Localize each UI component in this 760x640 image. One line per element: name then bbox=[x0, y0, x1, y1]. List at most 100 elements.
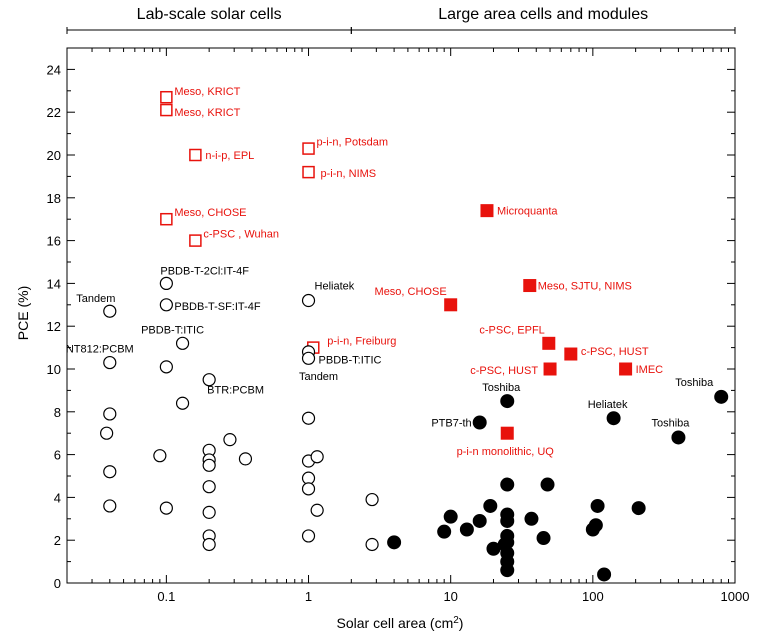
organic-lab-point bbox=[153, 449, 167, 463]
organic-module-point bbox=[387, 535, 402, 550]
annotation-label: c-PSC, HUST bbox=[470, 365, 538, 377]
y-tick-label: 12 bbox=[47, 319, 61, 334]
y-tick-label: 22 bbox=[47, 105, 61, 120]
perovskite-module-point bbox=[444, 298, 458, 312]
organic-lab-point bbox=[301, 529, 316, 543]
annotation-label: p-i-n monolithic, UQ bbox=[457, 446, 555, 458]
perovskite-lab-point bbox=[302, 142, 315, 155]
organic-module-point bbox=[500, 513, 515, 528]
organic-lab-point bbox=[202, 480, 216, 494]
annotation-label: Meso, KRICT bbox=[174, 107, 240, 119]
organic-lab-point bbox=[238, 452, 253, 466]
annotation-label: BTR:PCBM bbox=[207, 385, 264, 397]
organic-module-point bbox=[671, 430, 686, 445]
plot-frame bbox=[66, 47, 736, 584]
organic-lab-point bbox=[301, 293, 316, 308]
organic-module-point bbox=[443, 509, 458, 524]
organic-module-point bbox=[524, 511, 539, 526]
y-axis-label: PCE (%) bbox=[15, 286, 31, 340]
annotation-label: p-i-n, Freiburg bbox=[327, 336, 396, 348]
organic-module-point bbox=[597, 567, 612, 582]
y-tick-label: 16 bbox=[47, 234, 61, 249]
perovskite-module-point bbox=[480, 204, 494, 218]
organic-module-point bbox=[437, 524, 452, 539]
y-tick-label: 10 bbox=[47, 362, 61, 377]
organic-lab-point bbox=[103, 355, 117, 370]
organic-module-point bbox=[500, 477, 515, 492]
annotation-label: c-PSC , Wuhan bbox=[203, 229, 279, 241]
y-tick-label: 2 bbox=[54, 533, 61, 548]
organic-module-point bbox=[472, 513, 487, 528]
annotation-label: IMEC bbox=[636, 364, 664, 376]
annotation-label: PBDB-T:ITIC bbox=[141, 324, 204, 336]
organic-lab-point bbox=[301, 351, 316, 365]
organic-lab-point bbox=[103, 499, 117, 513]
organic-lab-point bbox=[202, 537, 216, 552]
organic-lab-point bbox=[365, 492, 379, 507]
organic-lab-point bbox=[175, 396, 190, 410]
annotation-label: Toshiba bbox=[482, 382, 521, 394]
x-tick-label: 1 bbox=[305, 589, 312, 604]
organic-module-point bbox=[606, 411, 621, 426]
organic-lab-point bbox=[202, 458, 216, 472]
annotation-label: p-i-n, NIMS bbox=[321, 168, 377, 180]
annotation-label: Tandem bbox=[299, 371, 338, 383]
annotation-label: c-PSC, HUST bbox=[581, 346, 649, 358]
organic-lab-point bbox=[103, 407, 117, 421]
x-tick-label: 1000 bbox=[721, 589, 750, 604]
y-tick-label: 6 bbox=[54, 448, 61, 463]
organic-lab-point bbox=[103, 465, 117, 479]
x-axis-ticks: 0.1 1 10 100 1000 bbox=[66, 48, 750, 604]
annotation-label: Toshiba bbox=[651, 417, 690, 429]
organic-lab-point bbox=[100, 426, 114, 440]
x-tick-label: 0.1 bbox=[157, 589, 175, 604]
organic-module-point bbox=[588, 518, 603, 533]
organic-module-point bbox=[500, 563, 515, 578]
annotation-label: Toshiba bbox=[675, 377, 714, 389]
region-label: Lab-scale solar cells bbox=[137, 6, 282, 23]
perovskite-module-point bbox=[500, 426, 514, 440]
annotation-label: Tandem bbox=[76, 293, 115, 305]
annotation-label: c-PSC, EPFL bbox=[479, 324, 544, 336]
organic-lab-point bbox=[202, 505, 216, 519]
organic-module-point bbox=[483, 498, 498, 513]
organic-module-point bbox=[714, 389, 729, 404]
perovskite-lab-point bbox=[189, 234, 202, 247]
annotation-label: PBDB-T-2Cl:IT-4F bbox=[160, 265, 249, 277]
annotation-label: PBDB-T:ITIC bbox=[319, 354, 382, 366]
perovskite-module-point bbox=[619, 362, 633, 376]
annotation-label: n-i-p, EPL bbox=[205, 150, 254, 162]
organic-lab-point bbox=[159, 298, 173, 312]
perovskite-lab-point bbox=[160, 103, 173, 117]
perovskite-module-point bbox=[564, 347, 578, 361]
perovskite-lab-point bbox=[189, 148, 202, 162]
y-tick-label: 24 bbox=[47, 62, 61, 77]
organic-lab-point bbox=[175, 336, 190, 350]
y-tick-label: 0 bbox=[54, 576, 61, 591]
organic-lab-point bbox=[159, 276, 173, 290]
annotation-label: NT812:PCBM bbox=[66, 344, 134, 356]
organic-lab-point bbox=[202, 373, 216, 387]
annotation-label: Microquanta bbox=[497, 206, 558, 218]
organic-lab-point bbox=[159, 501, 173, 515]
organic-module-point bbox=[590, 498, 605, 513]
y-tick-label: 14 bbox=[47, 276, 61, 291]
perovskite-module-point bbox=[523, 279, 537, 293]
annotations: Meso, KRICT Meso, KRICT n-i-p, EPL p-i-n, P… bbox=[66, 86, 714, 458]
data-marks bbox=[100, 90, 729, 582]
perovskite-lab-point bbox=[160, 212, 173, 226]
organic-lab-point bbox=[365, 537, 379, 552]
organic-lab-point bbox=[223, 433, 237, 447]
y-tick-label: 8 bbox=[54, 405, 61, 420]
x-tick-label: 100 bbox=[582, 589, 604, 604]
organic-lab-point bbox=[310, 503, 324, 517]
annotation-label: Heliatek bbox=[315, 281, 355, 293]
organic-module-point bbox=[472, 415, 487, 430]
annotation-label: Meso, SJTU, NIMS bbox=[538, 281, 632, 293]
organic-module-point bbox=[536, 531, 551, 546]
organic-lab-point bbox=[301, 411, 316, 425]
x-axis-label: Solar cell area (cm2) bbox=[337, 615, 464, 632]
